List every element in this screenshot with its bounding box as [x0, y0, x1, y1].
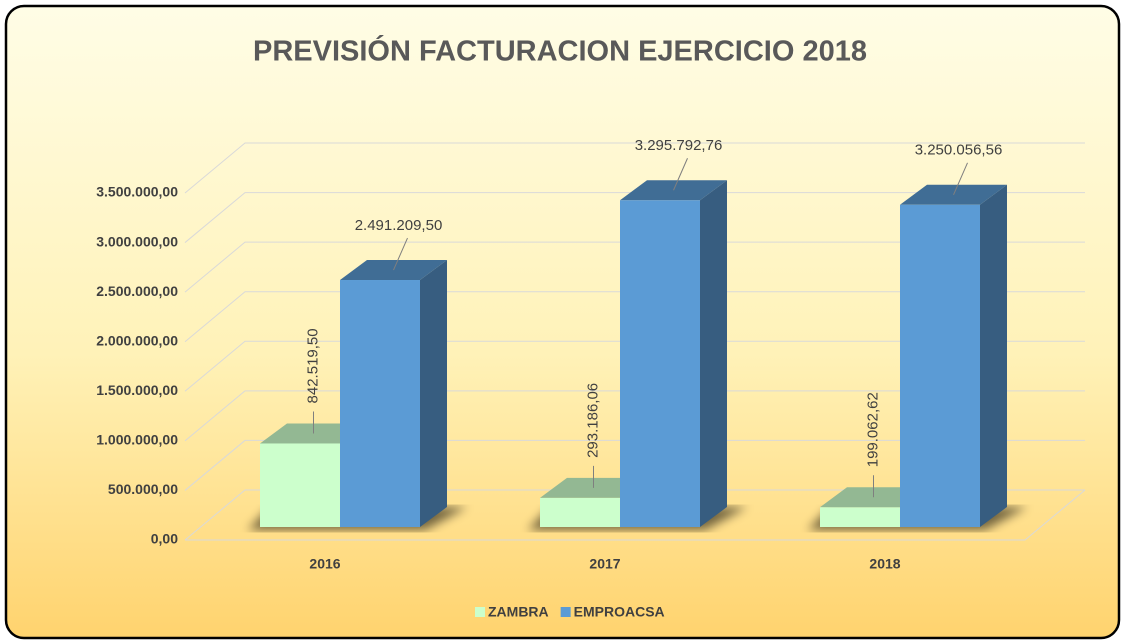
value-label: 3.250.056,56 [915, 142, 1003, 159]
bar-side [980, 184, 1007, 528]
value-label: 293.186,06 [584, 383, 601, 458]
x-tick-label: 2016 [309, 556, 340, 572]
bar-side [420, 260, 447, 527]
legend-swatch [560, 607, 571, 617]
y-tick-label: 0,00 [151, 531, 178, 547]
y-tick-label: 3.000.000,00 [96, 233, 178, 249]
grid-line [184, 142, 1085, 194]
value-label: 199.062,62 [864, 392, 881, 467]
bar [340, 260, 447, 527]
legend-label: ZAMBRA [488, 604, 549, 620]
bar [620, 180, 727, 528]
legend-swatch [475, 607, 485, 617]
value-label: 842.519,50 [304, 328, 321, 403]
grid-line [184, 241, 1085, 293]
grid-line [184, 489, 1085, 541]
grid-line [184, 291, 1085, 343]
bar [900, 184, 1007, 528]
x-tick-label: 2018 [869, 556, 900, 572]
leader-line [673, 158, 688, 191]
leader-line [953, 162, 968, 195]
chart-title: PREVISIÓN FACTURACION EJERCICIO 2018 [253, 34, 867, 68]
grid-line [184, 192, 1085, 243]
bar-front [260, 443, 340, 527]
value-label: 2.491.209,50 [355, 217, 443, 234]
grid-line [184, 340, 1085, 392]
bar-front [540, 497, 620, 527]
bar-front [340, 280, 420, 527]
legend-label: EMPROACSA [574, 604, 665, 620]
floor-edge [185, 489, 1086, 541]
grid-line [184, 439, 1085, 491]
bar-front [620, 200, 700, 528]
value-label: 3.295.792,76 [635, 137, 723, 154]
y-tick-label: 500.000,00 [108, 481, 178, 497]
bar-front [900, 204, 980, 528]
x-tick-label: 2017 [589, 556, 620, 572]
bar-side [700, 180, 727, 528]
leader-line [393, 237, 408, 271]
y-tick-label: 2.000.000,00 [96, 332, 178, 348]
y-tick-label: 3.500.000,00 [96, 184, 178, 200]
y-tick-label: 2.500.000,00 [96, 283, 178, 299]
y-tick-label: 1.500.000,00 [96, 382, 178, 398]
bar-front [820, 507, 900, 527]
y-tick-label: 1.000.000,00 [96, 432, 178, 448]
grid-line [184, 390, 1085, 442]
